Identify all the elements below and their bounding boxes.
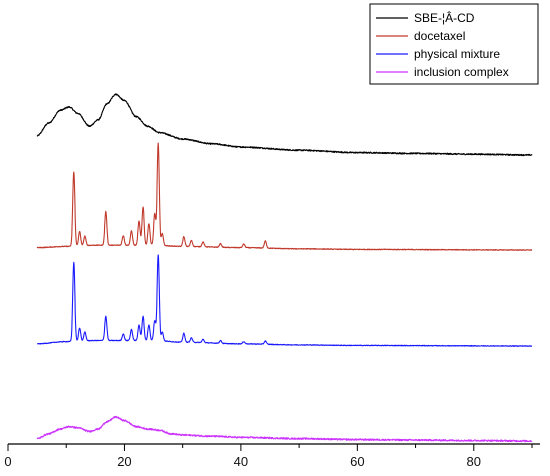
series-layer bbox=[36, 93, 533, 443]
series-line-1 bbox=[36, 93, 533, 157]
series-line-3 bbox=[36, 254, 533, 347]
series-line-4 bbox=[36, 415, 533, 443]
legend-label: inclusion complex bbox=[414, 65, 509, 79]
x-axis: 0 20 40 60 80 bbox=[4, 443, 540, 469]
legend-label: docetaxel bbox=[414, 29, 465, 43]
x-tick-label: 80 bbox=[467, 454, 481, 469]
legend-label: SBE-¦Â-CD bbox=[414, 10, 475, 25]
legend-label: physical mixture bbox=[414, 47, 500, 61]
x-ticks: 0 20 40 60 80 bbox=[4, 444, 533, 469]
legend: SBE-¦Â-CD docetaxel physical mixture inclus… bbox=[369, 3, 539, 85]
x-tick-label: 0 bbox=[4, 454, 11, 469]
legend-box bbox=[369, 3, 539, 85]
series-line-2 bbox=[36, 142, 533, 251]
legend-items: SBE-¦Â-CD docetaxel physical mixture inclus… bbox=[376, 10, 509, 79]
x-tick-label: 40 bbox=[234, 454, 248, 469]
x-tick-label: 20 bbox=[117, 454, 131, 469]
x-tick-label: 60 bbox=[350, 454, 364, 469]
